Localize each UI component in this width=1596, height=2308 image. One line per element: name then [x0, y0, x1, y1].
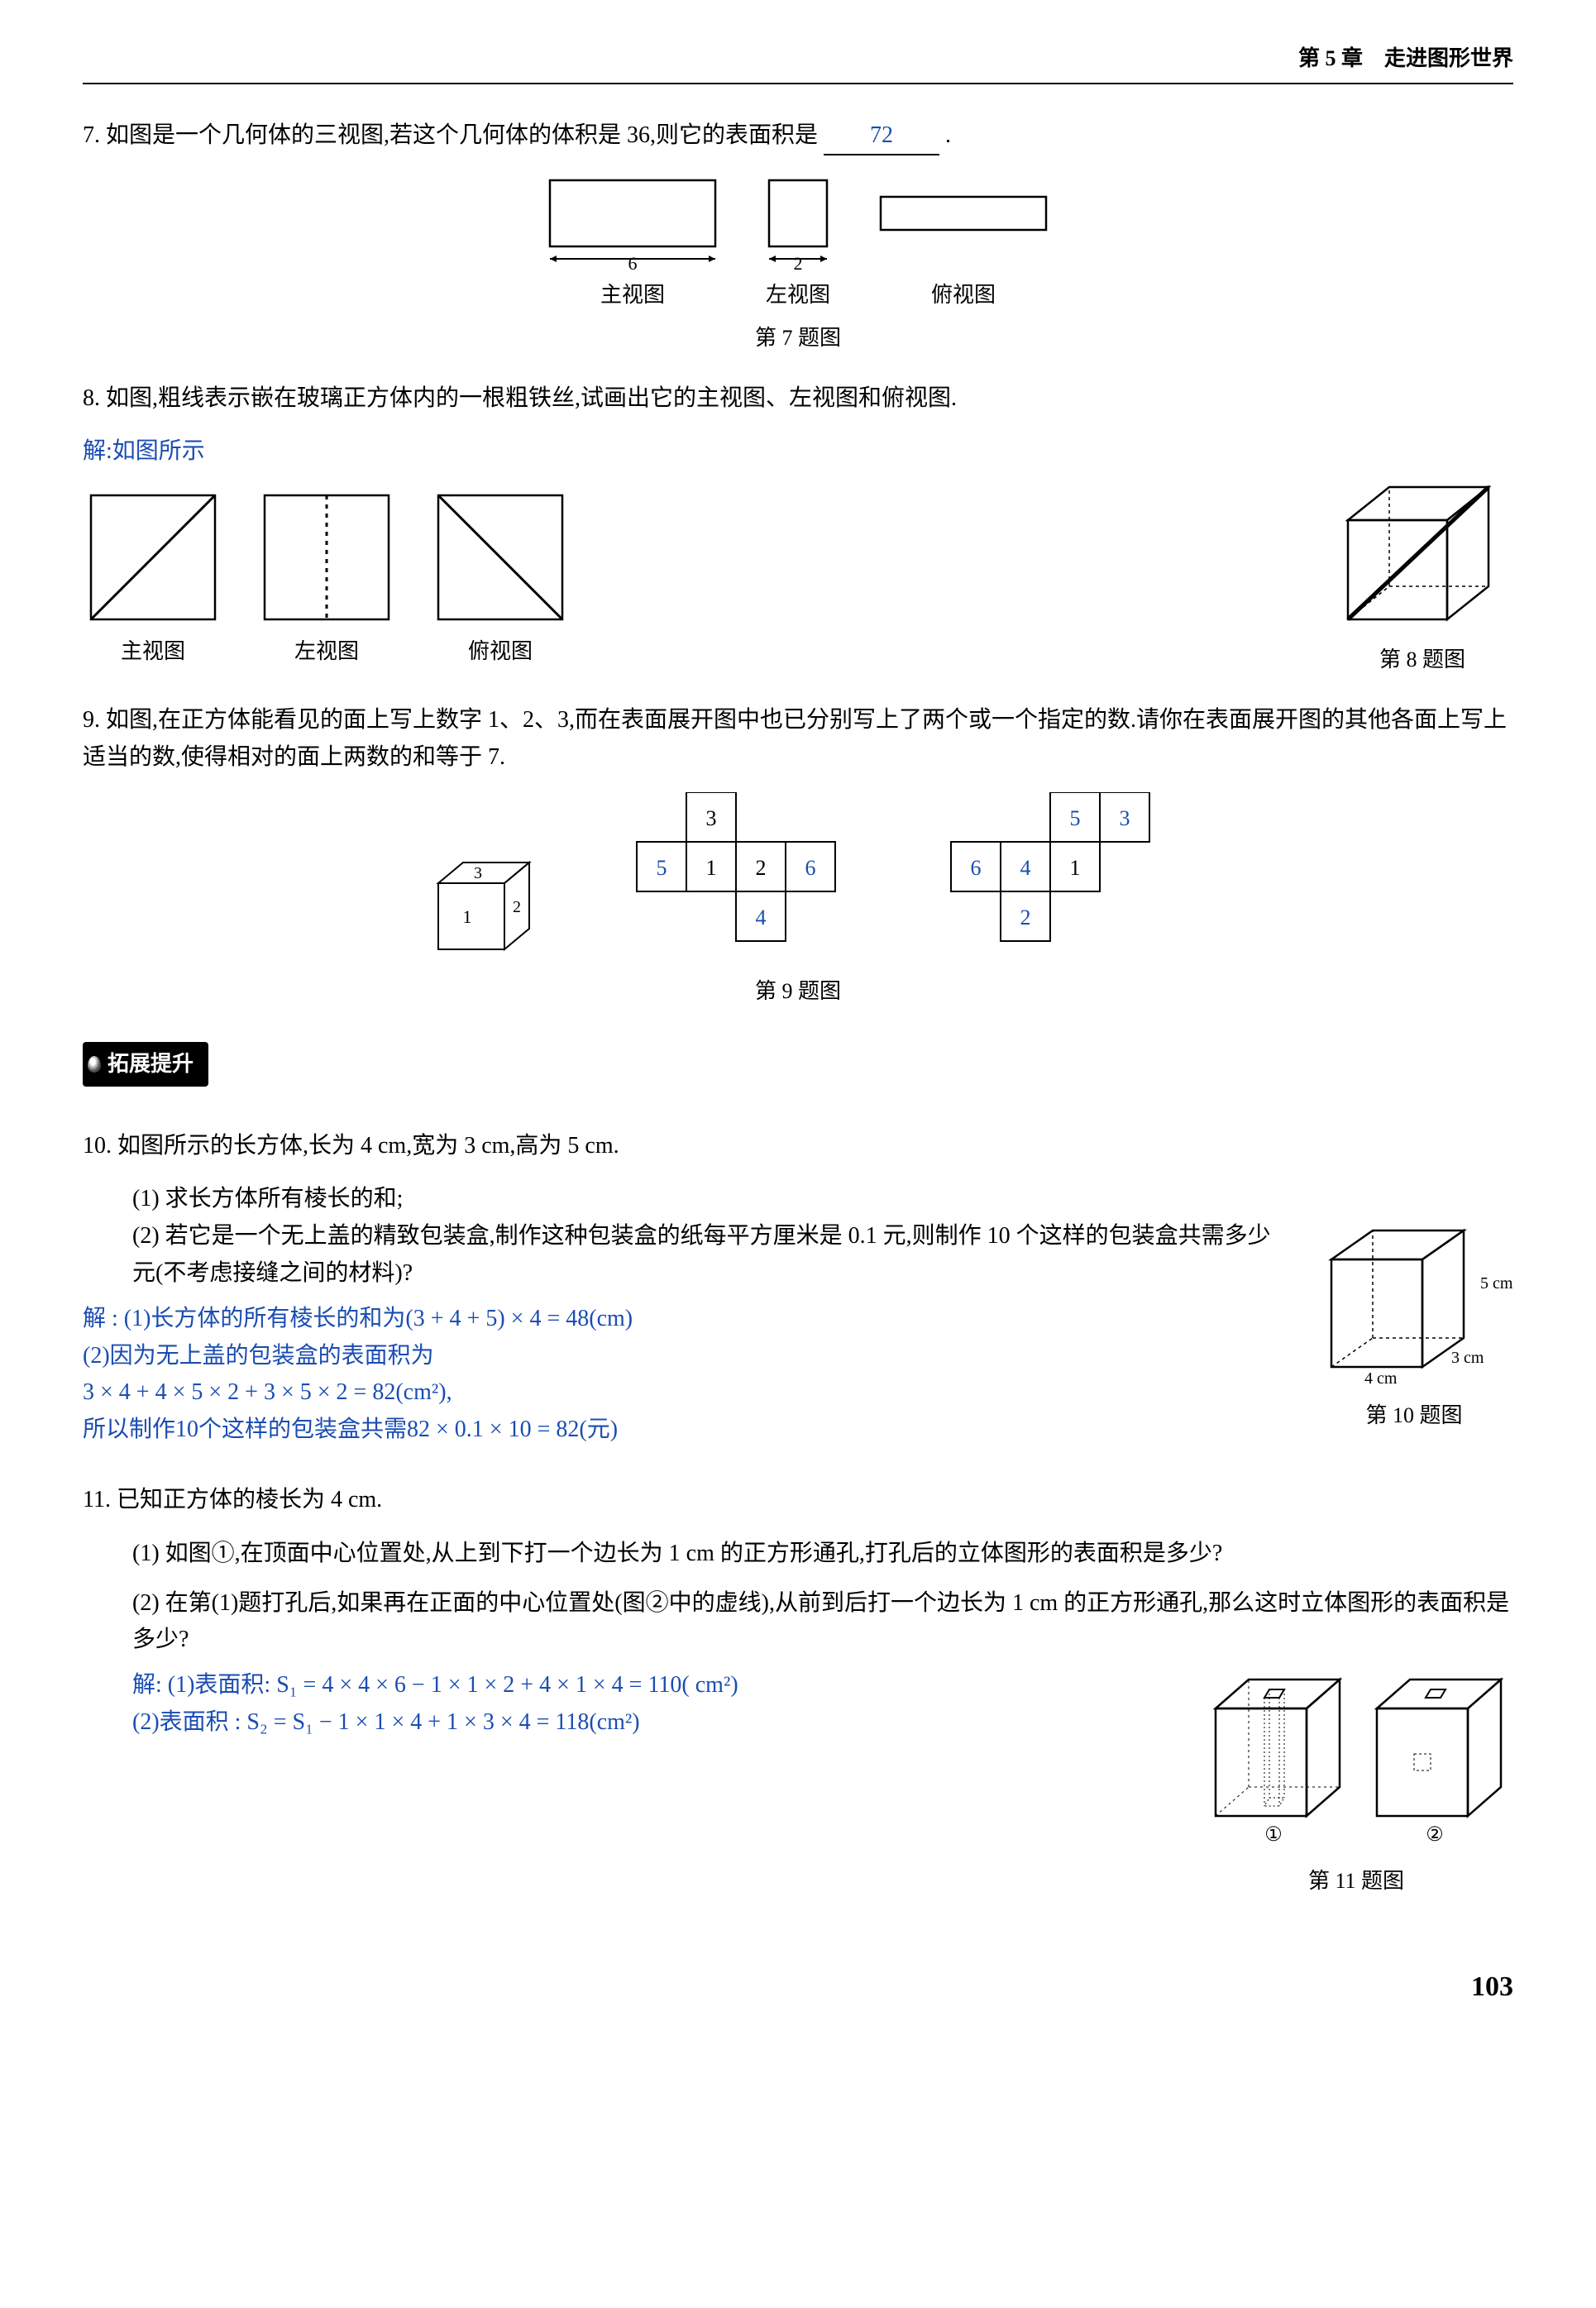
q8-text: 如图,粗线表示嵌在玻璃正方体内的一根粗铁丝,试画出它的主视图、左视图和俯视图.	[106, 385, 957, 411]
q9-caption: 第 9 题图	[83, 974, 1513, 1009]
q11-part2: (2) 在第(1)题打孔后,如果再在正面的中心位置处(图②中的虚线),从前到后打…	[132, 1585, 1513, 1660]
q7-left-label: 左视图	[757, 278, 839, 313]
q10-ans2a: (2)因为无上盖的包装盒的表面积为	[83, 1338, 1290, 1375]
svg-text:②: ②	[1426, 1824, 1444, 1846]
q8-answer: 解:如图所示	[83, 433, 1513, 471]
q8-front-label: 主视图	[83, 634, 223, 669]
q8-num: 8.	[83, 385, 100, 411]
q8-left-label: 左视图	[256, 634, 397, 669]
q9-figures: 3 1 2 3 5 1 2 6 4	[83, 792, 1513, 966]
svg-text:6: 6	[805, 856, 816, 880]
q7-top-view: 俯视图	[872, 172, 1054, 313]
svg-text:3: 3	[474, 864, 482, 882]
q10-part2: (2) 若它是一个无上盖的精致包装盒,制作这种包装盒的纸每平方厘米是 0.1 元…	[132, 1218, 1290, 1293]
q9-net1: 3 5 1 2 6 4	[628, 792, 860, 966]
svg-text:5: 5	[657, 856, 667, 880]
svg-text:2: 2	[794, 253, 803, 271]
q11-ans2: (2)表面积 : S₂ = S₁ − 1 × 1 × 4 + 1 × 3 × 4…	[132, 1704, 1174, 1742]
question-11: 11. 已知正方体的棱长为 4 cm.	[83, 1482, 1513, 1519]
q7-left-view: 2 左视图	[757, 172, 839, 313]
q7-text-b: .	[945, 122, 951, 148]
question-9: 9. 如图,在正方体能看见的面上写上数字 1、2、3,而在表面展开图中也已分别写…	[83, 702, 1513, 777]
q7-figures: 6 主视图 2 左视图 俯视图	[83, 172, 1513, 313]
q10-ans1: 解 : (1)长方体的所有棱长的和为(3 + 4 + 5) × 4 = 48(c…	[83, 1301, 1290, 1338]
q7-blank: 72	[824, 117, 939, 156]
q8-cube: 第 8 题图	[1331, 471, 1513, 677]
svg-text:5: 5	[1070, 806, 1081, 830]
svg-text:2: 2	[756, 856, 767, 880]
svg-text:1: 1	[706, 856, 717, 880]
svg-text:2: 2	[1020, 906, 1031, 929]
q7-num: 7.	[83, 122, 100, 148]
question-8: 8. 如图,粗线表示嵌在玻璃正方体内的一根粗铁丝,试画出它的主视图、左视图和俯视…	[83, 380, 1513, 418]
q7-caption: 第 7 题图	[83, 321, 1513, 356]
svg-text:1: 1	[1070, 856, 1081, 880]
svg-text:4 cm: 4 cm	[1364, 1369, 1398, 1388]
q10-part1: (1) 求长方体所有棱长的和;	[132, 1181, 1513, 1218]
q8-top-svg: 俯视图	[430, 487, 571, 669]
q8-front-svg: 主视图	[83, 487, 223, 669]
q9-num: 9.	[83, 707, 100, 733]
q10-caption: 第 10 题图	[1315, 1398, 1513, 1433]
q10-ans2b: 3 × 4 + 4 × 5 × 2 + 3 × 5 × 2 = 82(cm²),	[83, 1374, 1290, 1412]
q11-text: 已知正方体的棱长为 4 cm.	[117, 1487, 382, 1512]
q8-left-svg: 左视图	[256, 487, 397, 669]
q11-num: 11.	[83, 1487, 111, 1512]
chapter-header: 第 5 章 走进图形世界	[83, 41, 1513, 84]
q8-answer-views: 主视图 左视图 俯视图	[83, 487, 571, 669]
q10-num: 10.	[83, 1133, 112, 1159]
q8-top-label: 俯视图	[430, 634, 571, 669]
q7-front-label: 主视图	[542, 278, 724, 313]
q9-net2: 5 3 6 4 1 2	[943, 792, 1174, 966]
svg-text:1: 1	[463, 906, 472, 927]
q11-figure: ① ② 第 11 题图	[1199, 1667, 1513, 1899]
q10-figure: 5 cm 3 cm 4 cm 第 10 题图	[1315, 1218, 1513, 1433]
q7-front-view: 6 主视图	[542, 172, 724, 313]
page-number: 103	[83, 1965, 1513, 2009]
svg-text:3: 3	[1120, 806, 1130, 830]
q7-text-a: 如图是一个几何体的三视图,若这个几何体的体积是 36,则它的表面积是	[106, 122, 818, 148]
svg-text:2: 2	[513, 898, 521, 916]
q7-top-label: 俯视图	[872, 278, 1054, 313]
q10-text: 如图所示的长方体,长为 4 cm,宽为 3 cm,高为 5 cm.	[117, 1133, 619, 1159]
q9-text: 如图,在正方体能看见的面上写上数字 1、2、3,而在表面展开图中也已分别写上了两…	[83, 707, 1507, 770]
q11-caption: 第 11 题图	[1199, 1864, 1513, 1899]
q8-caption: 第 8 题图	[1331, 643, 1513, 677]
question-7: 7. 如图是一个几何体的三视图,若这个几何体的体积是 36,则它的表面积是 72…	[83, 117, 1513, 156]
svg-text:5 cm: 5 cm	[1480, 1274, 1513, 1293]
svg-text:3: 3	[706, 806, 717, 830]
svg-text:4: 4	[1020, 856, 1031, 880]
q8-ans-text: 如图所示	[112, 438, 205, 464]
q9-cube: 3 1 2	[422, 850, 546, 966]
svg-text:6: 6	[971, 856, 982, 880]
svg-text:①: ①	[1264, 1824, 1283, 1846]
svg-text:6: 6	[628, 253, 638, 271]
section-badge: 拓展提升	[83, 1042, 208, 1087]
q10-ans2c: 所以制作10个这样的包装盒共需82 × 0.1 × 10 = 82(元)	[83, 1412, 1290, 1449]
q11-ans1: 解: (1)表面积: S₁ = 4 × 4 × 6 − 1 × 1 × 2 + …	[132, 1667, 1174, 1704]
question-10: 10. 如图所示的长方体,长为 4 cm,宽为 3 cm,高为 5 cm.	[83, 1128, 1513, 1165]
svg-text:3 cm: 3 cm	[1451, 1349, 1484, 1367]
svg-text:4: 4	[756, 906, 767, 929]
q8-ans-prefix: 解:	[83, 438, 112, 464]
q11-part1: (1) 如图①,在顶面中心位置处,从上到下打一个边长为 1 cm 的正方形通孔,…	[132, 1536, 1513, 1573]
